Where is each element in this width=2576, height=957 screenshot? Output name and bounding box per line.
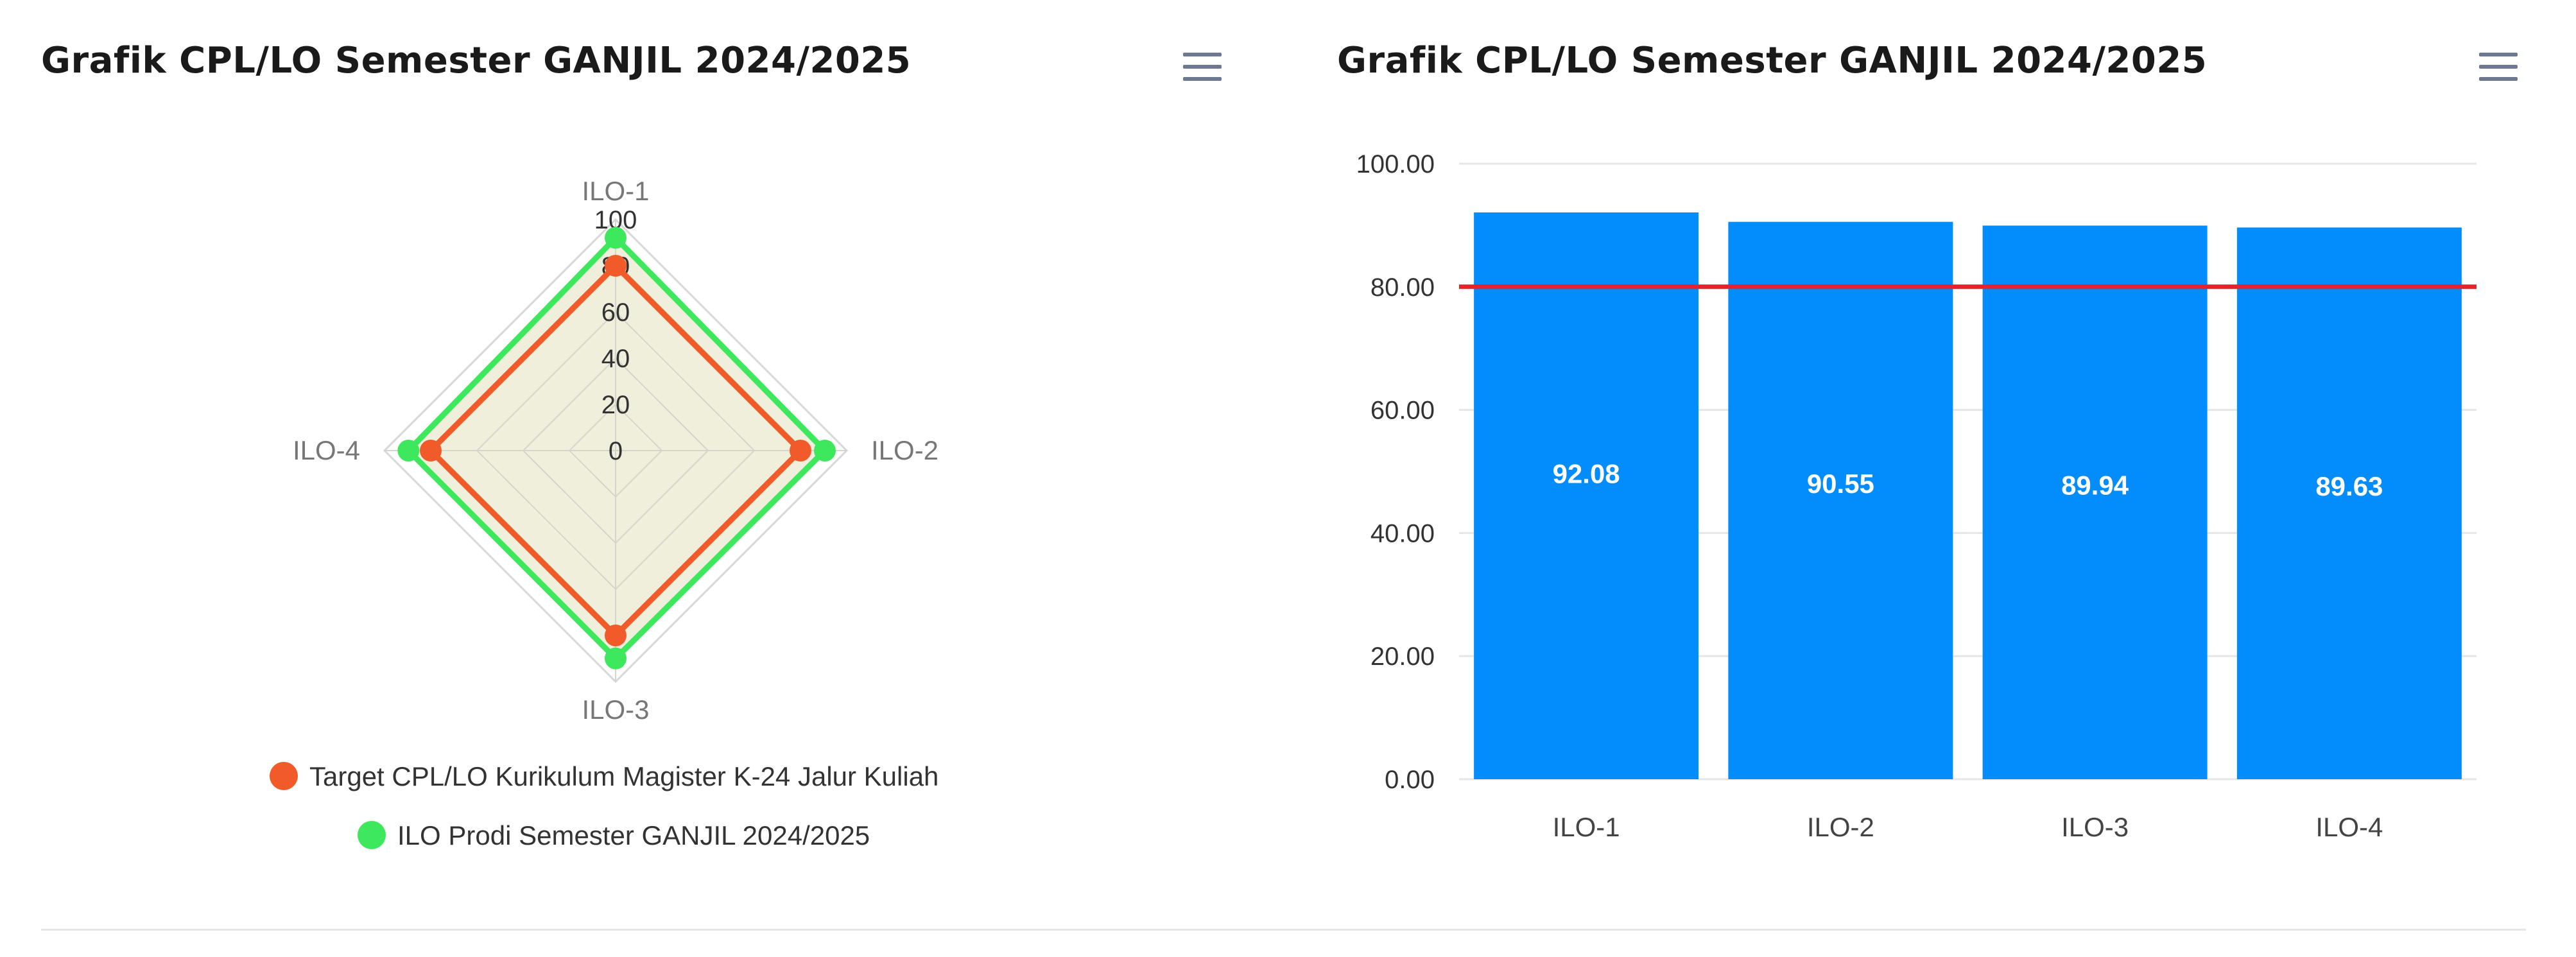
- legend-marker: [358, 821, 386, 849]
- bar: [1474, 212, 1699, 780]
- x-tick-label: ILO-1: [1553, 812, 1620, 842]
- radar-point: [397, 440, 420, 461]
- radar-point: [790, 440, 811, 461]
- bar: [1728, 221, 1953, 779]
- legend-item[interactable]: ILO Prodi Semester GANJIL 2024/2025: [397, 820, 870, 850]
- radar-tick-label: 40: [601, 345, 630, 373]
- y-tick-label: 80.00: [1370, 273, 1435, 302]
- radar-point: [605, 647, 627, 669]
- y-tick-label: 0.00: [1385, 766, 1435, 794]
- radar-axis-label: ILO-4: [293, 435, 360, 465]
- y-tick-label: 20.00: [1370, 642, 1435, 671]
- radar-point: [605, 255, 627, 277]
- x-tick-label: ILO-4: [2315, 812, 2383, 842]
- radar-point: [420, 440, 442, 461]
- x-tick-label: ILO-3: [2061, 812, 2129, 842]
- legend-item[interactable]: Target CPL/LO Kurikulum Magister K-24 Ja…: [309, 761, 938, 791]
- radar-axis-label: ILO-3: [582, 694, 649, 725]
- radar-point: [605, 625, 627, 646]
- radar-tick-label: 20: [601, 391, 630, 419]
- radar-point: [813, 440, 836, 461]
- bar-chart-title: Grafik CPL/LO Semester GANJIL 2024/2025: [1337, 40, 2208, 82]
- bar: [2236, 227, 2462, 779]
- bar-data-label: 89.63: [2315, 471, 2383, 501]
- radar-axis-label: ILO-1: [582, 176, 649, 206]
- x-tick-label: ILO-2: [1807, 812, 1874, 842]
- radar-chart-title: Grafik CPL/LO Semester GANJIL 2024/2025: [41, 40, 912, 82]
- radar-tick-label: 60: [601, 298, 630, 327]
- radar-point: [605, 227, 627, 249]
- bar-menu-hamburger-icon[interactable]: [2479, 53, 2518, 81]
- y-tick-label: 100.00: [1356, 150, 1435, 178]
- bar: [1982, 225, 2208, 779]
- divider: [41, 929, 2526, 931]
- y-tick-label: 40.00: [1370, 519, 1435, 547]
- legend-marker: [270, 762, 298, 790]
- bar-data-label: 92.08: [1553, 458, 1620, 488]
- bar-data-label: 89.94: [2061, 470, 2129, 501]
- radar-menu-hamburger-icon[interactable]: [1183, 53, 1222, 81]
- radar-axis-label: ILO-2: [871, 435, 938, 465]
- bar-data-label: 90.55: [1807, 469, 1874, 499]
- y-tick-label: 60.00: [1370, 397, 1435, 425]
- radar-tick-label: 0: [609, 437, 623, 465]
